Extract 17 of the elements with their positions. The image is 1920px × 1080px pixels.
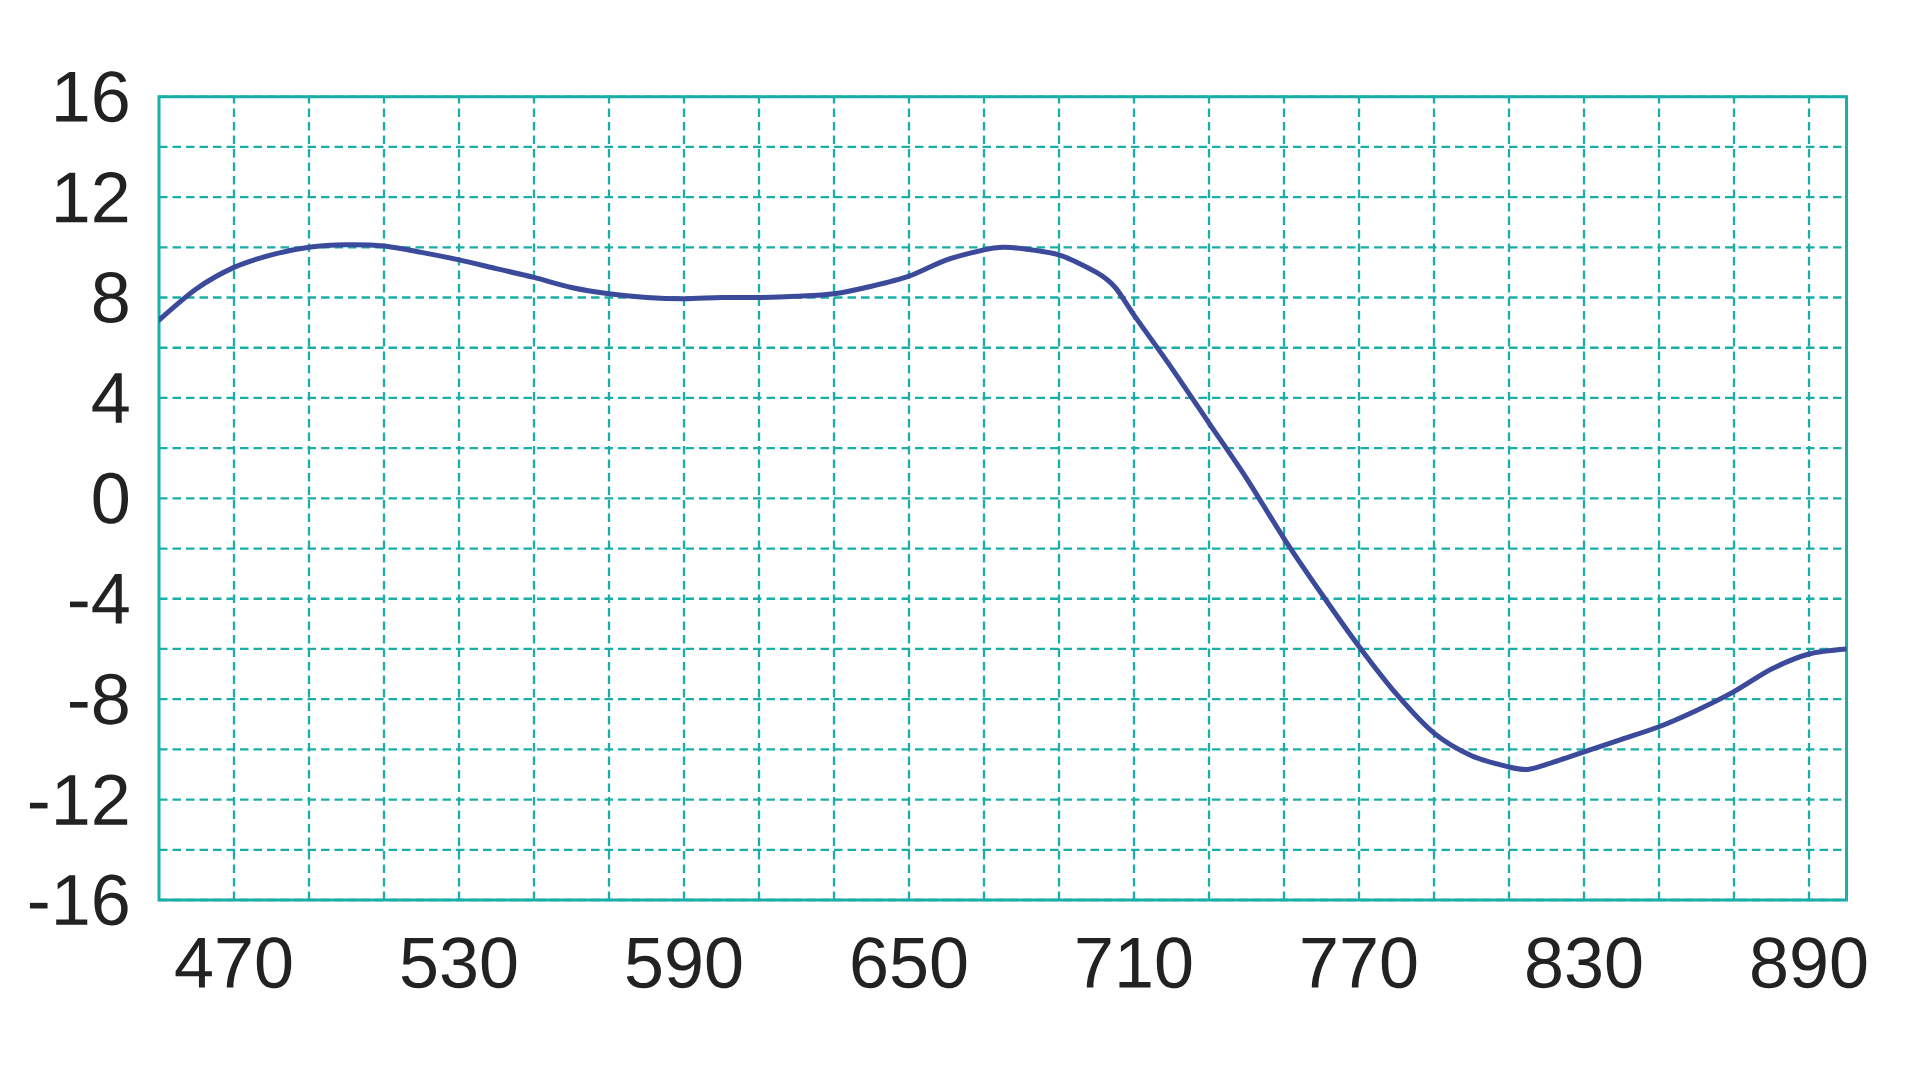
x-tick-label: 650	[852, 937, 967, 989]
y-tick-label: -4	[69, 573, 129, 624]
y-tick-label: -8	[69, 673, 128, 725]
y-tick-label: 12	[56, 171, 128, 223]
x-tick-label: 590	[626, 937, 742, 989]
y-tick-label: -12	[29, 774, 128, 825]
x-tick-label: 470	[175, 937, 292, 989]
x-tick-label: 770	[1302, 937, 1417, 989]
x-tick-label: 710	[1077, 937, 1192, 989]
x-tick-label: 890	[1752, 937, 1867, 989]
y-tick-label: 8	[93, 272, 128, 324]
y-tick-label: 0	[93, 472, 128, 524]
x-tick-label: 830	[1527, 937, 1642, 989]
y-tick-label: 4	[92, 373, 129, 423]
y-tick-label: -16	[29, 874, 128, 926]
x-tick-label: 530	[401, 937, 517, 989]
y-tick-label: 16	[56, 71, 128, 123]
